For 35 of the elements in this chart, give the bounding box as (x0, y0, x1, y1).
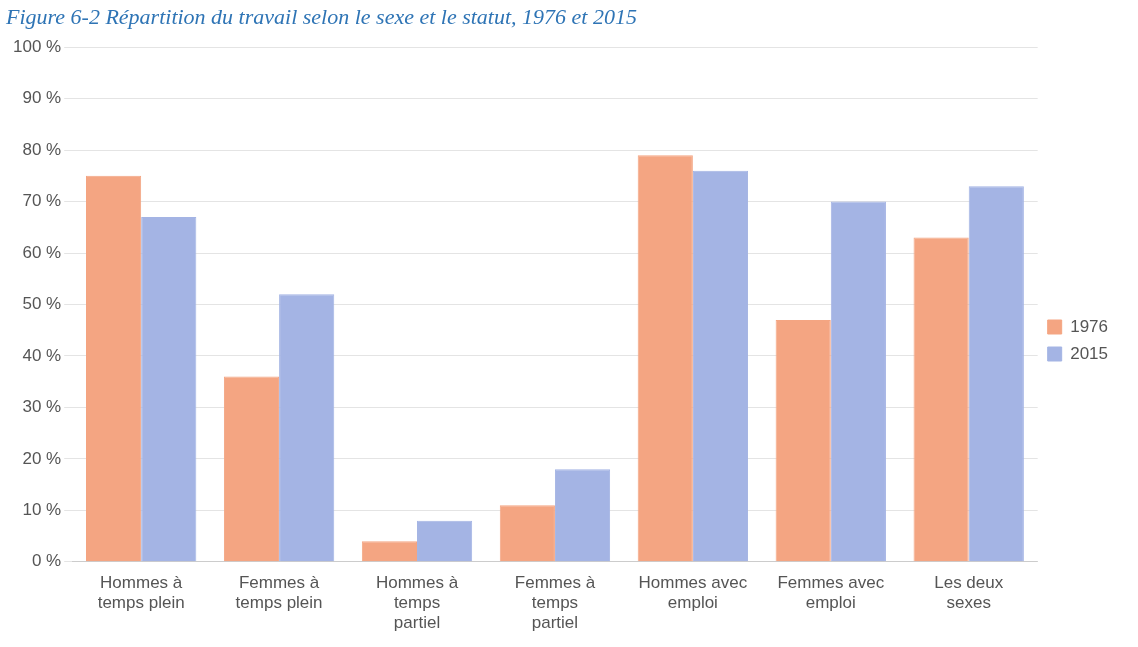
y-tick-label: 10 % (22, 500, 62, 520)
legend-label: 1976 (1070, 316, 1109, 336)
legend-label: 2015 (1070, 343, 1109, 363)
chart-title: Figure 6-2 Répartition du travail selon le sexe et le statut, 1976 et 2015 (5, 3, 638, 31)
bar (86, 175, 142, 562)
bar (554, 469, 611, 562)
y-tick-label: 100 % (13, 36, 62, 56)
x-tick-label: Femmes à temps partiel (514, 572, 596, 633)
bar (499, 505, 555, 562)
y-tick-label: 20 % (22, 448, 62, 468)
y-tick-label: 30 % (22, 397, 62, 417)
y-tick-label: 40 % (22, 345, 62, 365)
bar (637, 155, 693, 562)
y-tick-label: 90 % (22, 88, 62, 108)
bar (830, 201, 886, 562)
x-tick-label: Hommes à temps plein (97, 572, 185, 613)
bar (692, 170, 749, 562)
y-tick-label: 50 % (22, 294, 62, 314)
bar (913, 237, 969, 562)
x-tick-label: Femmes à temps plein (235, 572, 323, 613)
bar (141, 217, 197, 562)
x-tick-label: Les deux sexes (934, 572, 1004, 613)
x-tick-label: Femmes avec emploi (777, 572, 885, 613)
y-tick-label: 80 % (22, 139, 62, 159)
bar (223, 376, 280, 562)
bar (361, 541, 418, 562)
x-tick-label: Hommes à temps partiel (375, 572, 459, 633)
bar (417, 520, 473, 562)
bar (775, 319, 831, 562)
x-tick-label: Hommes avec emploi (638, 572, 748, 613)
y-tick-label: 70 % (22, 191, 62, 211)
bar (968, 186, 1024, 562)
y-tick-label: 60 % (22, 242, 62, 262)
bar (279, 294, 335, 562)
y-tick-label: 0 % (31, 551, 62, 571)
